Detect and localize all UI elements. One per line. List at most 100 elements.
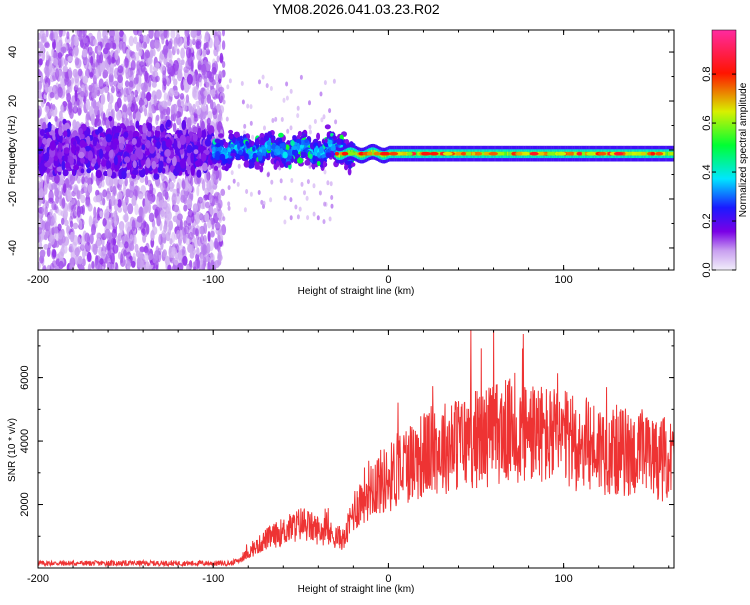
spectrogram-cell	[38, 187, 44, 199]
spectrogram-cell	[289, 125, 293, 131]
spectrogram-cell	[90, 113, 95, 126]
spectrogram-cell	[243, 207, 247, 213]
spectrogram-cell	[200, 253, 204, 263]
spectrogram-cell	[131, 260, 136, 268]
spectrogram-cell	[144, 70, 149, 83]
spectrogram-cell	[170, 104, 176, 115]
spectrogram-cell	[122, 41, 127, 54]
spectrogram-cell	[300, 151, 306, 156]
spectrogram-cell	[125, 49, 130, 59]
spectrogram-cell	[213, 165, 219, 171]
spectrogram-cell	[143, 34, 147, 44]
spectrogram-cell	[104, 228, 111, 239]
spectrogram-cell	[53, 204, 58, 211]
spectrogram-cell	[283, 195, 287, 201]
spectrogram-cell	[165, 207, 171, 218]
spectrogram-cell	[136, 41, 140, 52]
spectrogram-cell	[71, 77, 75, 84]
spectrogram-cell	[327, 139, 333, 145]
spectrogram-cell	[136, 256, 142, 268]
spectrogram-cell	[299, 74, 303, 80]
spectrogram-cell	[323, 201, 327, 207]
spectrogram-cell	[124, 156, 131, 163]
spectrogram-cell	[81, 48, 88, 58]
spectrogram-cell	[160, 110, 164, 120]
spectrogram-cell	[228, 133, 234, 140]
spectrogram-cell	[71, 95, 76, 106]
spectrogram-cell	[45, 51, 49, 61]
spectrogram-cell	[322, 219, 326, 225]
spectrogram-cell	[140, 185, 147, 197]
spectrogram-cell	[133, 30, 139, 36]
spectrogram-cell	[91, 62, 96, 71]
spectrogram-cell	[217, 113, 222, 123]
spectrogram-cell	[270, 179, 274, 185]
spectrogram-cell	[41, 205, 46, 216]
spectrogram-cell	[39, 129, 46, 136]
spectrogram-cell	[186, 144, 193, 154]
spectrogram-cell	[186, 39, 190, 47]
spectrogram-cell	[200, 152, 207, 162]
spectrogram-cell	[165, 138, 173, 148]
spectrogram-cell	[130, 93, 134, 101]
spectrogram-cell	[105, 78, 109, 87]
spectrogram-cell	[86, 135, 91, 145]
spectrogram-cell	[80, 194, 86, 204]
spectrogram-cell	[135, 120, 140, 129]
spectrogram-cell	[49, 140, 56, 151]
spectrogram-cell	[190, 165, 195, 176]
spectrogram-cell	[166, 119, 172, 128]
spectrogram-cell	[156, 215, 161, 227]
spectrogram-cell	[204, 170, 210, 183]
spectrogram-cell	[202, 197, 206, 210]
spectrogram-cell	[125, 258, 131, 266]
spectrogram-cell	[210, 89, 216, 98]
spectrogram-cell	[334, 119, 338, 125]
spectrogram-cell	[84, 232, 90, 243]
spectrogram-cell	[122, 186, 127, 197]
spectrogram-cell	[183, 204, 188, 212]
spectrogram-cell	[169, 181, 173, 188]
spectrogram-cell	[56, 35, 63, 46]
spectrogram-cell	[109, 254, 113, 265]
spectrogram-cell	[243, 161, 250, 168]
spectrogram-cell	[206, 117, 211, 126]
spectrogram-cell	[121, 169, 127, 180]
spectrogram-cell	[71, 144, 76, 154]
spectrogram-cell	[214, 237, 219, 250]
spectrogram-cell	[202, 162, 208, 172]
spectrogram-cell	[150, 230, 155, 242]
spectrogram-cell	[233, 131, 239, 138]
spectrogram-cell	[312, 183, 316, 189]
spectrogram-cell	[316, 132, 320, 141]
spectrogram-cell	[251, 157, 256, 163]
spectrogram-cell	[220, 188, 226, 196]
spectrogram-cell	[280, 117, 284, 122]
spectrogram-cell	[192, 103, 197, 113]
spectrogram-cell	[176, 213, 183, 221]
spectrogram-cell	[263, 125, 266, 131]
spectrogram-cell	[312, 211, 316, 217]
spectrogram-cell	[215, 198, 219, 204]
spectrogram-cell	[186, 117, 192, 128]
spectrogram-cell	[113, 155, 118, 166]
spectrogram-cell	[136, 215, 143, 223]
spectrogram-cell	[283, 219, 287, 225]
spectrogram-cell	[112, 142, 118, 150]
spectrogram-cell	[308, 100, 311, 106]
spectrogram-cell	[181, 119, 187, 131]
spectrogram-cell	[108, 42, 113, 49]
spectrogram-cell	[126, 144, 133, 153]
spectrogram-cell	[147, 253, 153, 261]
spectrogram-cell	[62, 169, 69, 177]
spectrogram-cell	[69, 231, 75, 243]
spectrogram-cell	[72, 47, 79, 58]
spectrogram-cell	[151, 70, 156, 81]
spectrogram-cell	[106, 193, 110, 201]
spectrogram-cell	[99, 258, 104, 265]
spectrogram-cell	[173, 78, 178, 86]
spectrogram-cell	[40, 43, 45, 55]
spectrogram-cell	[289, 215, 293, 221]
spectrogram-cell	[49, 262, 55, 270]
spectrogram-cell	[140, 261, 146, 270]
